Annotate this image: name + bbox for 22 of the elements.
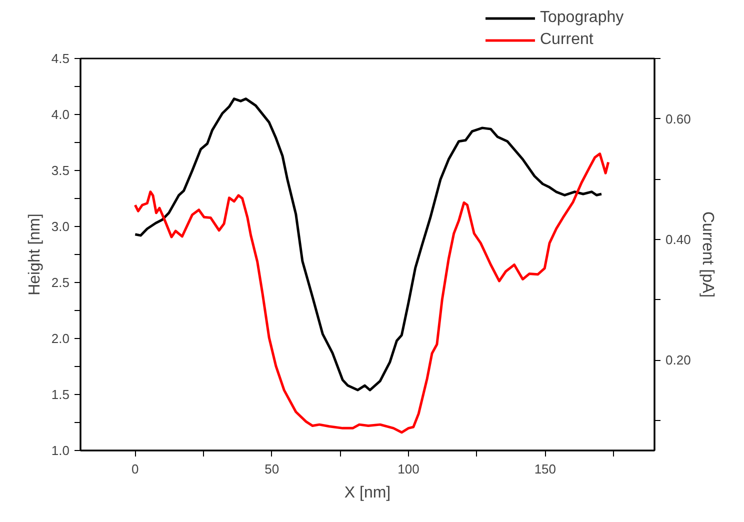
x-axis-title: X [nm] [344,484,391,502]
y-axis-title: Height [nm] [26,214,44,296]
x-tick-label: 50 [264,462,280,476]
y-tick-label: 3.0 [51,219,70,234]
y-tick-label: 1.5 [51,387,70,402]
x-tick-label: 0 [132,462,139,476]
x-tick-label: 100 [398,462,420,476]
line-series [134,152,610,434]
y2-tick-label: 0.60 [666,111,691,126]
y-tick-label: 1.0 [51,443,70,458]
y2-tick-label: 0.20 [666,352,691,368]
y-tick-label: 3.5 [51,163,70,178]
y-tick-label: 2.0 [51,331,70,346]
line-series [134,98,603,392]
y-tick-label: 2.5 [51,275,70,290]
y-tick-label: 4.0 [51,107,70,122]
y2-axis-title: Current [pA] [698,211,716,298]
legend-label: Topography [540,9,624,27]
x-tick-label: 150 [534,462,556,476]
legend-label: Current [540,31,594,49]
y-tick-label: 4.5 [51,51,70,66]
y2-tick-label: 0.40 [666,232,691,247]
